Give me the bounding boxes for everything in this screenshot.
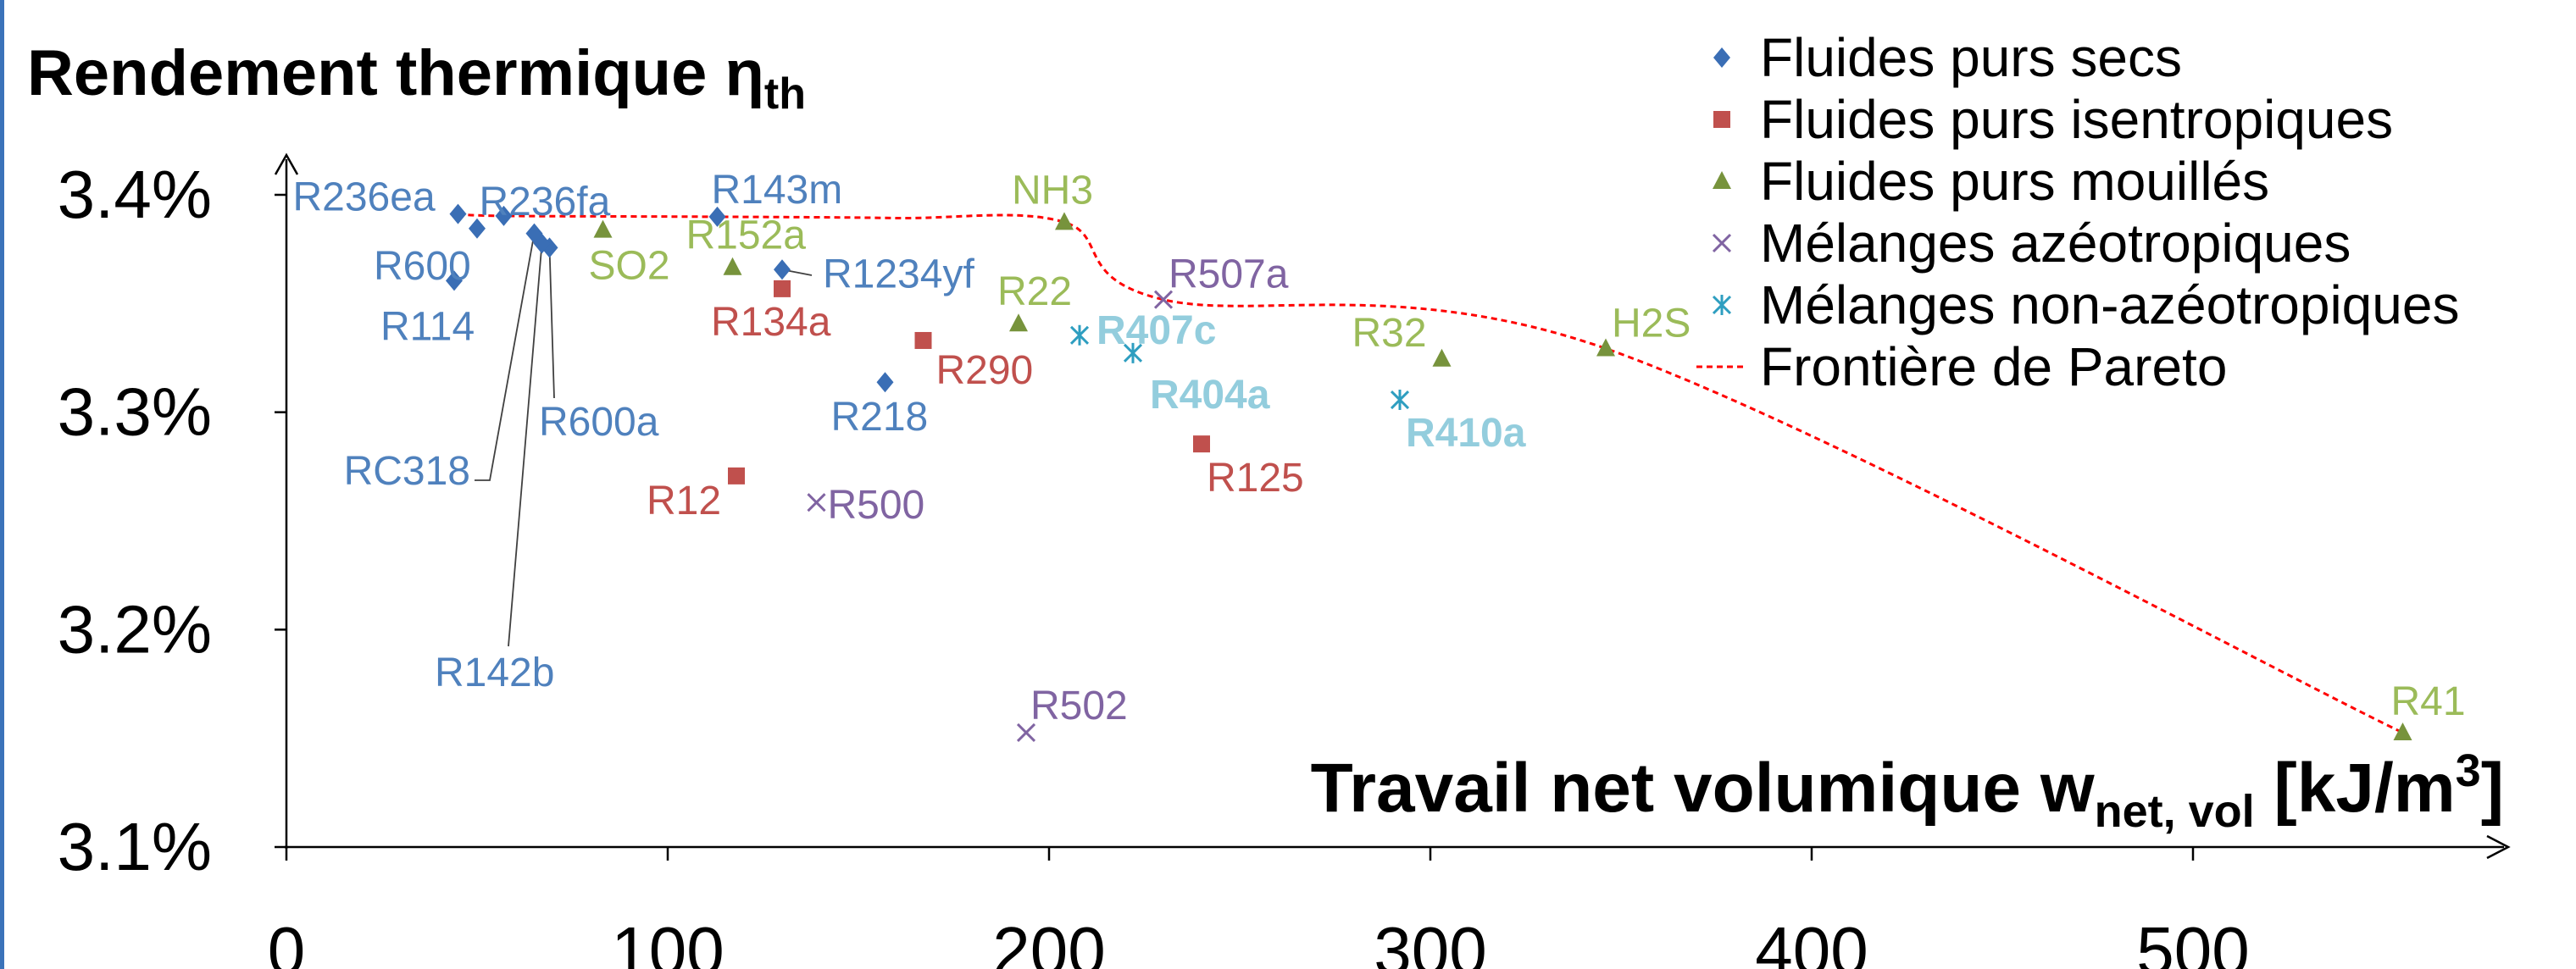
marker-r218 [876,372,894,393]
point-label-r236fa: R236fa [480,180,611,224]
x-axis-title-sup: 3 [2456,745,2481,796]
y-axis-title-main: Rendement thermique η [27,37,764,109]
x-axis-title-main: Travail net volumique w [1311,750,2095,827]
point-label-so2: SO2 [589,244,670,289]
legend-marker-1 [1713,47,1730,68]
marker-so2 [593,219,613,238]
point-label-r218: R218 [831,395,929,440]
legend-marker-4 [1712,233,1732,253]
leader-line-r600a [548,247,555,399]
point-label-r1234yf: R1234yf [823,252,974,296]
marker-r1234yf [774,259,791,280]
point-label-r12: R12 [647,479,721,523]
leader-line-rc318 [475,233,536,481]
point-label-r236ea: R236ea [293,175,436,220]
marker-r502 [1016,723,1036,743]
legend-marker-2 [1713,111,1730,128]
x-axis-title: Travail net volumique wnet, vol [kJ/m3] [1311,745,2504,837]
legend-label-5: Mélanges non-azéotropiques [1760,274,2459,335]
x-axis-title-close: ] [2481,750,2504,827]
y-tick-label: 3.1% [58,809,212,884]
x-axis-title-unit: [kJ/m [2255,750,2456,827]
legend-marker-3 [1713,171,1731,189]
legend-label-2: Fluides purs isentropiques [1760,89,2393,150]
point-label-r410a: R410a [1406,411,1526,456]
point-label-r600a: R600a [539,400,659,445]
marker-r152a [723,257,742,275]
y-axis-title-sub: th [764,69,806,119]
tick-labels: 3.1% 3.2% 3.3% 3.4% 0 100 200 300 400 500 [58,157,2250,969]
leader-line-r142b [508,243,543,647]
point-label-r290: R290 [936,348,1034,393]
x-tick-label: 100 [611,913,724,969]
marker-r236ea [449,203,467,224]
marker-r410a [1390,390,1410,411]
point-label-r22: R22 [997,269,1072,314]
point-label-r41: R41 [2391,679,2466,724]
point-label-r500: R500 [828,483,925,528]
legend-label-pareto: Frontière de Pareto [1760,336,2227,397]
marker-r407c [1069,324,1090,346]
pareto-frontier-curve [458,213,2404,734]
marker-r236fa [495,205,513,226]
marker-r114 [446,270,463,291]
legend-label-3: Fluides purs mouillés [1760,151,2269,212]
point-label-r114: R114 [380,304,475,349]
point-label-r407c: R407c [1096,308,1216,353]
point-label-r32: R32 [1352,311,1427,356]
point-label-r143m: R143m [712,168,843,213]
point-label-r507a: R507a [1169,252,1289,297]
pareto-frontier [458,213,2404,734]
x-tick-label: 500 [2136,913,2249,969]
point-label-nh3: NH3 [1012,168,1093,213]
marker-r600 [469,218,486,239]
legend-marker-5 [1712,295,1732,315]
point-label-r125: R125 [1207,456,1304,501]
marker-r507a [1153,290,1174,309]
x-axis-arrow [2486,834,2511,860]
marker-h2s [1596,338,1615,357]
marker-r12 [728,467,745,484]
axes [274,152,2511,861]
marker-r134a [774,280,791,297]
x-axis-title-sub: net, vol [2095,786,2255,837]
x-tick-label: 0 [268,913,306,969]
x-tick-label: 200 [992,913,1105,969]
legend-label-4: Mélanges azéotropiques [1760,213,2351,274]
point-label-r152a: R152a [686,213,807,258]
point-label-rc318: RC318 [344,449,470,494]
data-points [446,203,2412,743]
chart-titles: Rendement thermique ηth Travail net volum… [27,37,2504,837]
y-tick-label: 3.2% [58,591,212,667]
marker-r32 [1432,348,1452,367]
x-tick-label: 300 [1374,913,1486,969]
marker-r22 [1009,313,1028,332]
point-label-r600: R600 [374,244,471,289]
marker-r125 [1193,435,1210,453]
left-edge-bar [0,0,4,969]
y-axis-arrow [274,152,299,175]
point-label-r142b: R142b [435,651,554,695]
marker-r404a [1123,342,1143,363]
y-tick-label: 3.3% [58,374,212,450]
y-axis-title: Rendement thermique ηth [27,37,806,119]
legend-label-1: Fluides purs secs [1760,27,2182,88]
point-label-r502: R502 [1030,684,1128,728]
leader-lines [475,233,813,647]
point-label-r404a: R404a [1150,373,1270,418]
point-labels: R236ea R600 R114 R236fa RC318 R600a R142b R143m… [293,168,2466,728]
x-tick-label: 400 [1755,913,1868,969]
marker-r41 [2393,722,2412,740]
point-label-r134a: R134a [711,300,831,345]
marker-r143m [708,206,726,227]
y-tick-label: 3.4% [58,157,212,232]
marker-nh3 [1055,212,1074,230]
marker-r142b [533,233,551,254]
point-label-h2s: H2S [1612,301,1690,346]
marker-r500 [807,493,826,512]
marker-r290 [914,331,932,349]
